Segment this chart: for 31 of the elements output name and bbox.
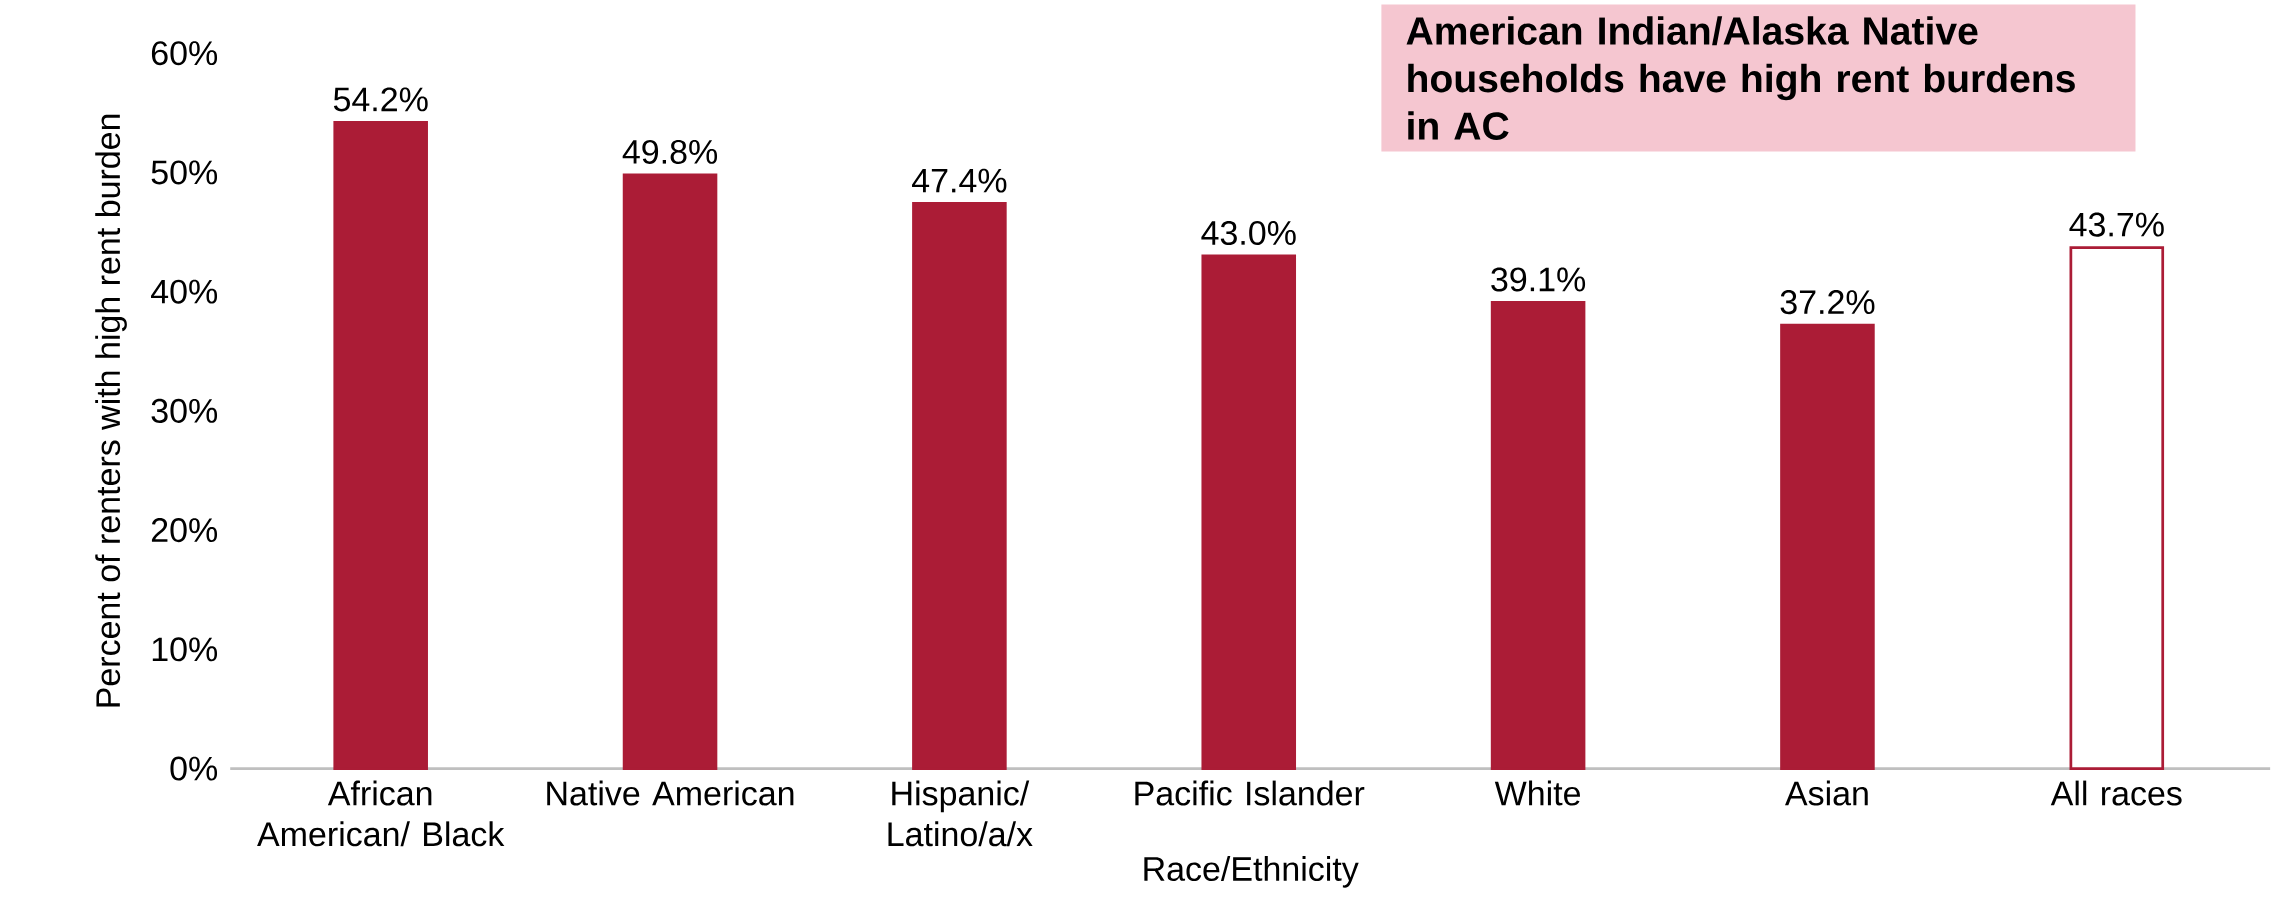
y-tick-label: 0%	[170, 756, 218, 781]
x-tick-label: Asian	[1785, 780, 1868, 806]
y-tick-label: 60%	[151, 41, 218, 66]
data-label: 49.8%	[622, 139, 718, 164]
x-tick-label: White	[1494, 780, 1580, 806]
x-tick-label: Hispanic/ Latino/a/x	[888, 780, 1033, 847]
y-tick-label: 10%	[152, 637, 218, 662]
x-axis-title: Race/Ethnicity	[1144, 855, 1359, 888]
x-tick-label: Pacific Islander	[1135, 780, 1365, 806]
data-label: 43.0%	[1201, 220, 1296, 245]
data-label: 37.2%	[1780, 290, 1875, 315]
data-label: 47.4%	[912, 168, 1007, 193]
bar	[2069, 246, 2165, 770]
bar	[1780, 323, 1875, 770]
data-label: 43.7%	[2069, 212, 2164, 237]
y-axis-title: Percent of renters with high rent burden	[95, 114, 127, 707]
x-tick-label: Native American	[547, 780, 794, 806]
annotation: American Indian/Alaska Native households have high rent burdens in AC	[1406, 16, 2075, 140]
y-tick-label: 20%	[151, 517, 218, 543]
data-label: 39.1%	[1491, 267, 1586, 292]
x-tick-label: African American/ Black	[257, 780, 505, 847]
bar	[622, 173, 718, 770]
bar	[1201, 254, 1297, 770]
bar	[912, 201, 1007, 770]
y-tick-label: 30%	[151, 398, 218, 423]
y-tick-label: 40%	[151, 279, 218, 304]
bar	[333, 120, 428, 770]
bar	[1490, 300, 1586, 770]
data-label: 54.2%	[333, 87, 428, 112]
y-tick-label: 50%	[151, 160, 218, 185]
x-tick-label: All races	[2050, 780, 2182, 806]
